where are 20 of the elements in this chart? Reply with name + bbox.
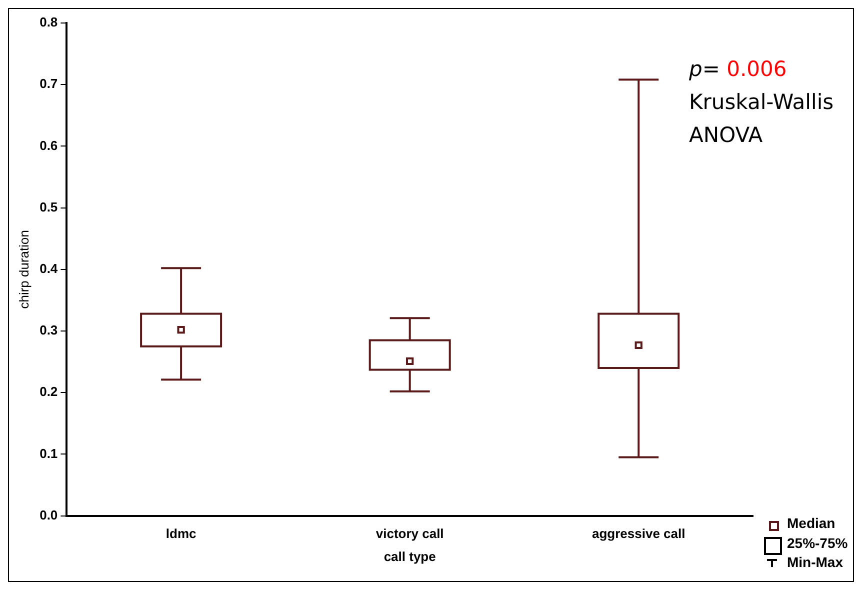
y-tick-label: 0.4	[40, 260, 58, 276]
text: Min-Max	[787, 554, 843, 570]
annotation: ANOVA	[689, 122, 764, 149]
y-tick-label: 0.0	[40, 507, 58, 522]
text: 25%-75%	[787, 535, 848, 551]
y-tick-label: 0.7	[40, 76, 58, 92]
y-tick-label: 0.1	[40, 446, 58, 461]
x-axis-title: call type	[384, 548, 436, 564]
y-axis-title: chirp duration	[16, 230, 32, 309]
y-tick-label: 0.8	[40, 14, 58, 30]
annotation: p= 0.006	[689, 56, 788, 83]
y-tick-label: 0.5	[40, 199, 58, 214]
text: Median	[787, 515, 836, 531]
y-tick-label: 0.6	[40, 138, 58, 153]
x-tick-label: victory call	[376, 526, 444, 542]
y-tick-label: 0.3	[40, 322, 58, 338]
x-tick-label: aggressive call	[592, 526, 686, 542]
annotation: Kruskal-Wallis	[689, 89, 834, 116]
y-tick-label: 0.2	[40, 384, 58, 400]
x-tick-label: ldmc	[166, 526, 196, 542]
